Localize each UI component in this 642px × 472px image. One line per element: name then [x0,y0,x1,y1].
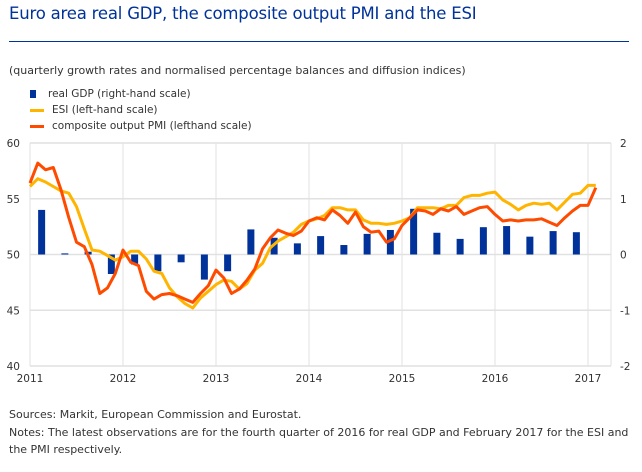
gdp-bar [154,254,162,272]
x-tick-label: 2013 [203,373,230,385]
x-tick-label: 2015 [389,373,416,385]
x-tick-label: 2011 [17,373,44,385]
chart-subtitle: (quarterly growth rates and normalised p… [9,64,466,77]
y-left-tick-label: 50 [7,250,20,262]
y-left-tick-label: 40 [7,361,20,373]
pmi-line [28,161,598,304]
y-left-tick-label: 45 [7,305,20,317]
chart-title: Euro area real GDP, the composite output… [9,4,477,23]
y-right-tick-label: -2 [620,361,630,373]
legend-swatch-esi [30,108,44,112]
title-divider [9,41,629,42]
legend-label: real GDP (right-hand scale) [48,88,191,100]
gdp-bar [549,231,557,255]
gdp-bar [224,254,232,272]
plot-area: 40 45 50 55 60 -2 -1 0 1 2 2011 2012 2013 2014 2015 201… [7,138,631,385]
legend-label: ESI (left-hand scale) [52,104,158,116]
footnotes: Sources: Markit, European Commission and… [9,406,637,459]
gdp-bar [177,254,185,263]
legend-item-gdp: real GDP (right-hand scale) [30,86,252,102]
gdp-bar [572,232,580,255]
legend-label: composite output PMI (lefthand scale) [52,120,252,132]
gdp-bar [410,208,418,255]
gdp-bar [293,243,301,255]
x-tick-label: 2017 [575,373,602,385]
legend-item-pmi: composite output PMI (lefthand scale) [30,118,252,134]
gdp-bar [479,227,487,255]
gdp-bar [526,236,534,255]
legend-swatch-gdp [30,90,36,98]
x-tick-label: 2012 [110,373,137,385]
sources-note: Sources: Markit, European Commission and… [9,408,302,421]
legend-item-esi: ESI (left-hand scale) [30,102,252,118]
gdp-bar [247,229,255,255]
legend: real GDP (right-hand scale) ESI (left-ha… [30,86,252,134]
gdp-bar [386,229,394,255]
gdp-bar [340,245,348,255]
y-right-tick-label: -1 [620,305,630,317]
gdp-bar [200,254,208,280]
y-right-tick-label: 2 [620,138,627,150]
x-tick-label: 2014 [296,373,323,385]
gdp-bar [503,226,511,255]
gdp-bar [317,236,325,255]
y-left-tick-label: 55 [7,194,20,206]
gdp-bar [38,209,46,255]
gdp-bar [107,254,115,275]
gdp-bar [61,253,69,255]
gdp-bar [433,232,441,255]
notes-text: Notes: The latest observations are for t… [9,425,629,457]
y-right-tick-label: 1 [620,194,627,206]
y-right-tick-label: 0 [620,250,627,262]
gdp-bar [456,238,464,255]
y-left-tick-label: 60 [7,138,20,150]
gdp-bar [131,254,139,265]
gdp-bar [363,233,371,255]
x-tick-label: 2016 [482,373,509,385]
legend-swatch-pmi [30,124,44,128]
